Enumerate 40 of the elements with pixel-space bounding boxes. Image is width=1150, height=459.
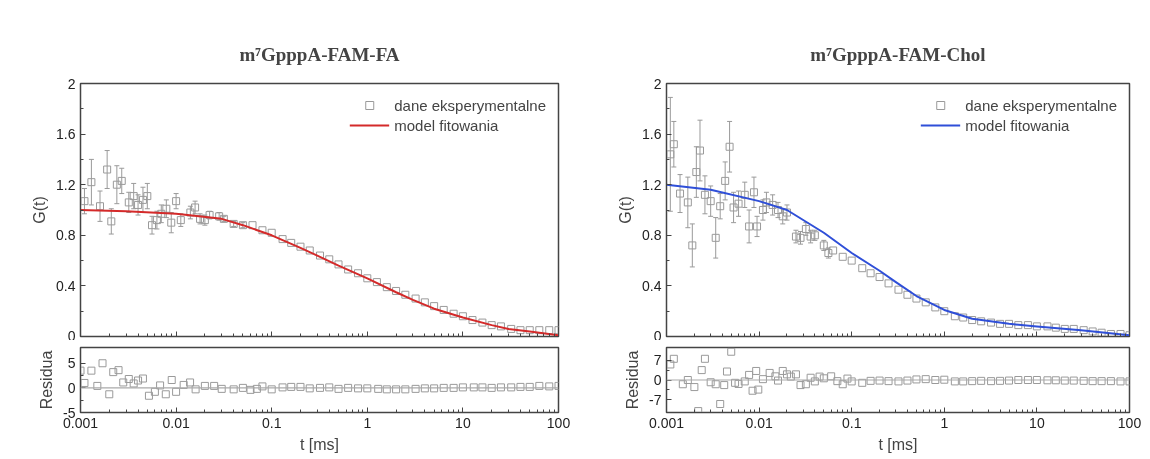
y-tick-label: 2 [67,75,76,92]
legend-label: dane eksperymentalne [394,96,546,114]
y-tick-label: 1.6 [642,126,662,143]
y-axis-title: Residua [38,350,56,410]
y-tick-label: 0.4 [642,277,662,294]
y-tick-label: 0.4 [56,277,76,294]
y-axis-title: G(t) [31,196,49,224]
y-tick-label: 1.2 [56,176,76,193]
x-tick-label: 0.001 [648,414,685,431]
y-axis-title: G(t) [617,196,635,224]
y-tick-label: 2 [653,75,662,92]
x-tick-label: 10 [1029,414,1045,431]
chart-title: m⁷GpppA-FAM-FA [239,43,400,65]
y-tick-label: 0.8 [56,227,76,244]
x-tick-label: 0.1 [261,414,282,431]
x-axis-title: t [ms] [878,435,918,453]
y-tick-label: -7 [649,391,662,408]
y-tick-label: 1.6 [56,126,76,143]
x-tick-label: 10 [455,414,471,431]
x-tick-label: 1 [940,414,949,431]
y-tick-label: 0 [67,379,76,396]
y-tick-label: 0 [653,327,662,344]
legend-label: model fitowania [394,116,499,134]
y-tick-label: 7 [653,352,662,369]
x-tick-label: 0.1 [841,414,862,431]
legend-label: dane eksperymentalne [965,96,1117,114]
y-tick-label: 0.8 [642,227,662,244]
x-tick-label: 100 [1117,414,1142,431]
x-tick-label: 100 [546,414,571,431]
x-tick-label: 1 [363,414,372,431]
y-tick-label: 5 [67,355,76,372]
y-tick-label: 0 [67,327,76,344]
x-tick-label: 0.01 [162,414,190,431]
x-axis-title: t [ms] [299,435,340,453]
y-axis-title: Residua [624,350,642,410]
y-tick-label: 1.2 [642,176,662,193]
y-tick-label: 0 [653,372,662,388]
legend-label: model fitowania [965,116,1070,134]
x-tick-label: 0.01 [745,414,773,431]
chart-title: m⁷GpppA-FAM-Chol [810,43,986,65]
